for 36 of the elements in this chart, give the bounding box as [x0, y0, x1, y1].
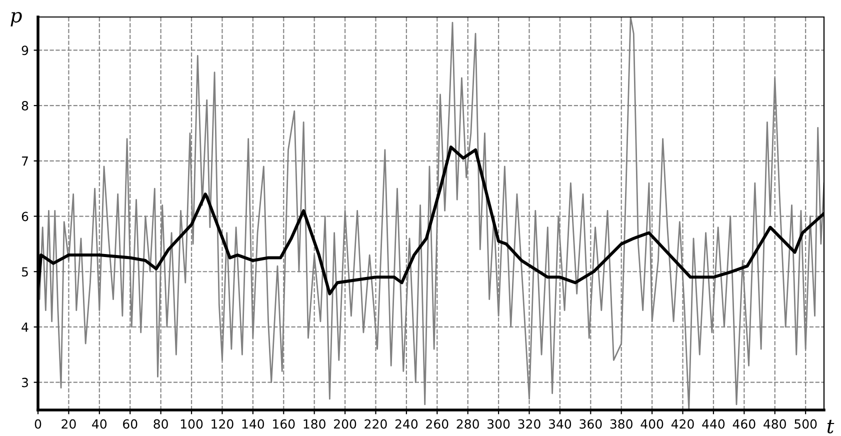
x-tick-label: 0	[34, 419, 42, 429]
x-tick-label: 160	[273, 419, 295, 429]
x-tick-label: 60	[123, 419, 138, 429]
y-tick-label: 8	[22, 101, 28, 110]
x-tick-label: 500	[794, 419, 817, 429]
x-tick-label: 440	[702, 419, 725, 429]
x-tick-label: 40	[92, 419, 107, 429]
x-tick-label: 120	[212, 419, 234, 429]
x-tick-label: 480	[764, 419, 786, 429]
x-tick-label: 80	[154, 419, 168, 429]
x-tick-label: 420	[671, 419, 694, 429]
x-tick-label: 20	[62, 419, 76, 429]
x-tick-label: 140	[242, 419, 264, 429]
x-tick-label: 460	[732, 419, 756, 429]
x-tick-label: 380	[610, 419, 632, 429]
x-tick-label: 260	[426, 419, 448, 429]
x-tick-label: 320	[518, 419, 540, 429]
y-tick-label: 5	[22, 267, 28, 277]
x-tick-label: 240	[395, 419, 418, 429]
y-tick-label: 3	[22, 378, 28, 388]
x-tick-label: 220	[364, 419, 387, 429]
x-tick-label: 340	[548, 419, 572, 429]
y-axis-title: p	[10, 12, 22, 26]
y-tick-label: 9	[22, 46, 28, 56]
x-tick-label: 100	[180, 419, 203, 429]
x-tick-label: 280	[456, 419, 479, 429]
x-tick-label: 180	[304, 419, 326, 429]
y-tick-label: 7	[22, 156, 28, 166]
line-series	[38, 17, 824, 410]
x-axis-title: t	[827, 420, 834, 434]
x-tick-label: 360	[580, 419, 602, 429]
x-tick-label: 300	[488, 419, 510, 429]
y-tick-label: 4	[22, 322, 28, 332]
x-tick-label: 200	[334, 419, 356, 429]
x-tick-label: 400	[640, 419, 664, 429]
y-tick-label: 6	[22, 212, 28, 222]
